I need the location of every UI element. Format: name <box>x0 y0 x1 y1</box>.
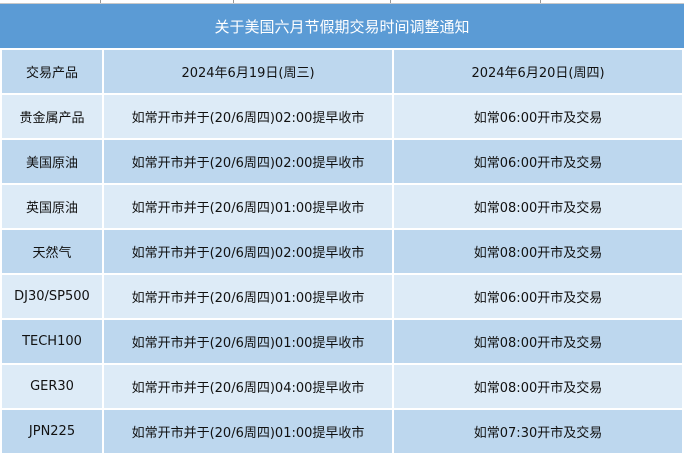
product-cell: 英国原油 <box>0 183 104 230</box>
jun19-cell: 如常开市并于(20/6周四)01:00提早收市 <box>102 408 394 455</box>
jun20-cell: 如常08:00开市及交易 <box>392 363 684 410</box>
jun19-cell: 如常开市并于(20/6周四)04:00提早收市 <box>102 363 394 410</box>
table-row: GER30 如常开市并于(20/6周四)04:00提早收市 如常08:00开市及交易 <box>0 363 684 410</box>
jun19-cell: 如常开市并于(20/6周四)01:00提早收市 <box>102 273 394 320</box>
product-cell: JPN225 <box>0 408 104 455</box>
product-cell: DJ30/SP500 <box>0 273 104 320</box>
jun19-cell: 如常开市并于(20/6周四)02:00提早收市 <box>102 93 394 140</box>
table-row: 天然气 如常开市并于(20/6周四)02:00提早收市 如常08:00开市及交易 <box>0 228 684 275</box>
table-row: 美国原油 如常开市并于(20/6周四)02:00提早收市 如常06:00开市及交易 <box>0 138 684 185</box>
jun20-cell: 如常08:00开市及交易 <box>392 318 684 365</box>
product-cell: 天然气 <box>0 228 104 275</box>
product-cell: 贵金属产品 <box>0 93 104 140</box>
jun20-cell: 如常06:00开市及交易 <box>392 138 684 185</box>
jun20-cell: 如常08:00开市及交易 <box>392 183 684 230</box>
table-row: TECH100 如常开市并于(20/6周四)01:00提早收市 如常08:00开市及… <box>0 318 684 365</box>
product-cell: GER30 <box>0 363 104 410</box>
table-row: JPN225 如常开市并于(20/6周四)01:00提早收市 如常07:30开市及交… <box>0 408 684 455</box>
jun20-cell: 如常06:00开市及交易 <box>392 93 684 140</box>
header-date-2: 2024年6月20日(周四) <box>392 48 684 95</box>
table-row: 贵金属产品 如常开市并于(20/6周四)02:00提早收市 如常06:00开市及交易 <box>0 93 684 140</box>
product-cell: TECH100 <box>0 318 104 365</box>
jun19-cell: 如常开市并于(20/6周四)01:00提早收市 <box>102 318 394 365</box>
jun20-cell: 如常06:00开市及交易 <box>392 273 684 320</box>
header-product: 交易产品 <box>0 48 104 95</box>
table-header-row: 交易产品 2024年6月19日(周三) 2024年6月20日(周四) <box>0 48 684 95</box>
table-row: 英国原油 如常开市并于(20/6周四)01:00提早收市 如常08:00开市及交易 <box>0 183 684 230</box>
jun20-cell: 如常07:30开市及交易 <box>392 408 684 455</box>
table-row: DJ30/SP500 如常开市并于(20/6周四)01:00提早收市 如常06:00… <box>0 273 684 320</box>
spreadsheet-gridline-strip <box>0 0 684 4</box>
header-date-1: 2024年6月19日(周三) <box>102 48 394 95</box>
jun19-cell: 如常开市并于(20/6周四)02:00提早收市 <box>102 138 394 185</box>
trading-hours-table: 交易产品 2024年6月19日(周三) 2024年6月20日(周四) 贵金属产品… <box>0 48 684 455</box>
product-cell: 美国原油 <box>0 138 104 185</box>
jun19-cell: 如常开市并于(20/6周四)02:00提早收市 <box>102 228 394 275</box>
jun20-cell: 如常08:00开市及交易 <box>392 228 684 275</box>
jun19-cell: 如常开市并于(20/6周四)01:00提早收市 <box>102 183 394 230</box>
notice-title: 关于美国六月节假期交易时间调整通知 <box>0 4 684 48</box>
